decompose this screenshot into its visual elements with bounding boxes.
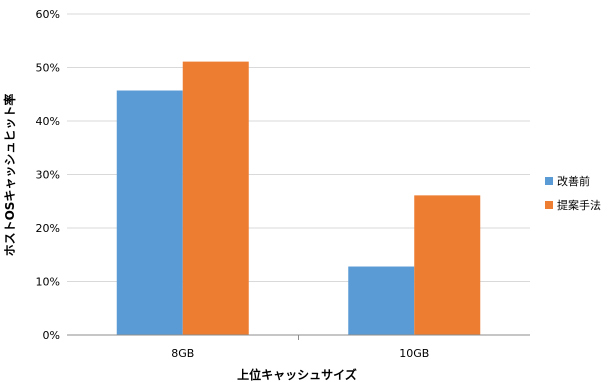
y-tick-label: 50% [36,62,60,75]
y-tick-label: 0% [43,329,60,342]
x-axis-tick-labels: 8GB 10GB [171,335,429,360]
x-tick-label: 10GB [399,347,429,360]
bars [116,61,481,336]
x-tick-label: 8GB [171,347,194,360]
bar-10GB-1 [414,195,481,335]
bar-8GB-0 [116,90,183,335]
legend-swatch [545,201,553,209]
y-tick-label: 20% [36,222,60,235]
y-tick-label: 30% [36,169,60,182]
y-tick-label: 10% [36,276,60,289]
bar-10GB-0 [348,266,415,335]
bar-8GB-1 [182,61,249,336]
legend-label: 改善前 [557,174,590,188]
legend-label: 提案手法 [557,198,601,212]
y-axis-tick-labels: 0% 10% 20% 30% 40% 50% 60% [36,8,60,342]
y-tick-label: 40% [36,115,60,128]
y-tick-label: 60% [36,8,60,21]
x-axis-title: 上位キャッシュサイズ [237,367,357,382]
legend-swatch [545,177,553,185]
y-axis-title: ホストOSキャッシュヒット率 [2,94,17,257]
